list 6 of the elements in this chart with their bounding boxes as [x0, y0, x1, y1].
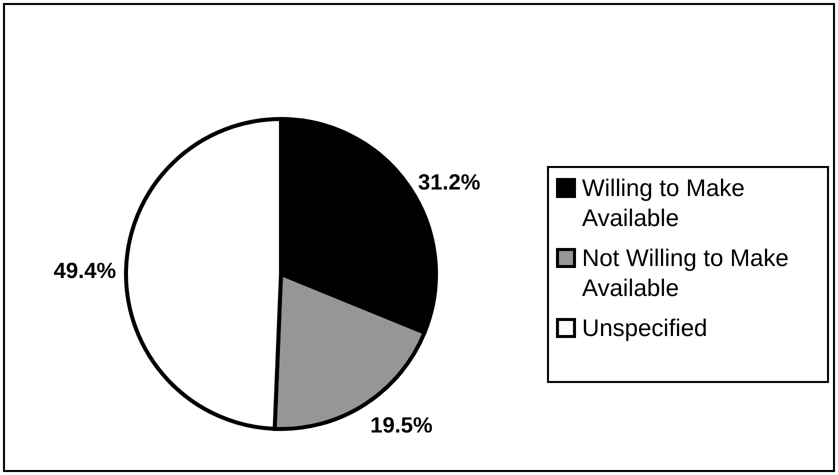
legend-label: Willing to Make Available [582, 174, 746, 234]
legend-label: Not Willing to Make Available [582, 244, 790, 304]
legend-label: Unspecified [582, 314, 708, 344]
data-label: 31.2% [418, 169, 480, 194]
data-label: 19.5% [370, 412, 433, 438]
data-label: 49.4% [54, 258, 116, 284]
